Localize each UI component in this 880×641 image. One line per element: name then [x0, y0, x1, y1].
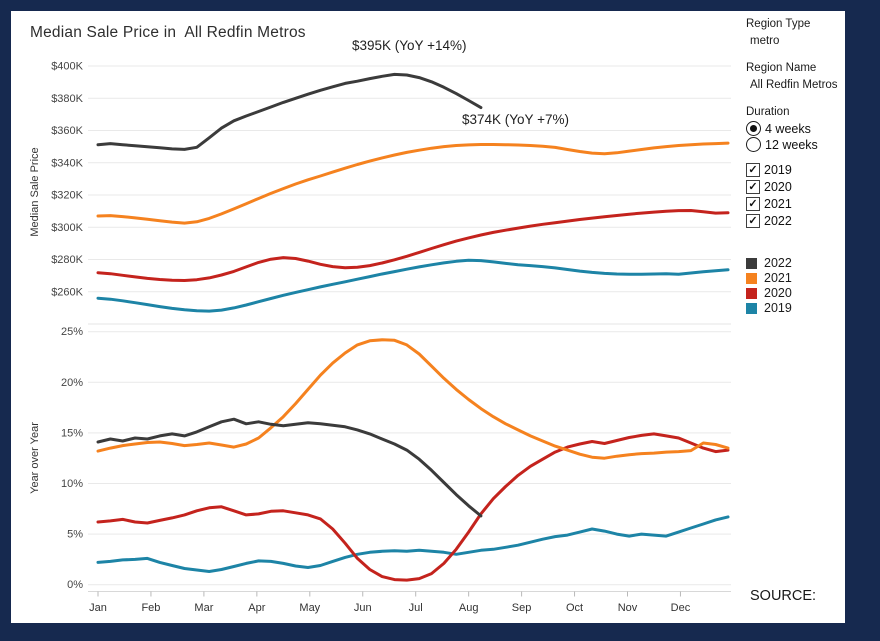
checkbox-2022-icon[interactable]: ✓ — [746, 214, 760, 228]
checkbox-2020-label: 2020 — [764, 180, 792, 194]
median-sale-price-chart[interactable]: $260K $280K $300K $320K $340K $360K $380K $400K… — [29, 52, 745, 325]
y-tick-label: 0% — [67, 579, 83, 591]
series-line-2019[interactable] — [96, 258, 730, 313]
year-filter-2019[interactable]: ✓ 2019 — [746, 163, 792, 177]
year-filter-2022[interactable]: ✓ 2022 — [746, 214, 792, 228]
annotation-peak: $395K (YoY +14%) — [352, 38, 467, 53]
region-name-label: Region Name — [746, 62, 817, 74]
y-axis-title: Year over Year — [29, 422, 41, 494]
radio-4-weeks-label: 4 weeks — [765, 121, 811, 136]
region-type-label: Region Type — [746, 18, 811, 30]
month-label: Aug — [459, 602, 479, 614]
series-line-2022[interactable] — [96, 417, 483, 518]
legend-label-2020: 2020 — [764, 286, 792, 300]
checkbox-2022-label: 2022 — [764, 214, 792, 228]
y-tick-label: $400K — [51, 61, 83, 73]
radio-12-weeks-label: 12 weeks — [765, 137, 818, 152]
year-filter-2020[interactable]: ✓ 2020 — [746, 180, 792, 194]
month-label: Mar — [194, 602, 213, 614]
legend-label-2022: 2022 — [764, 256, 792, 270]
legend-swatch-2021 — [746, 272, 757, 284]
y-tick-label: 10% — [61, 478, 83, 490]
month-label: Feb — [141, 602, 160, 614]
legend-item-2020[interactable]: 2020 — [746, 286, 792, 300]
y-tick-label: $360K — [51, 125, 83, 137]
y-tick-label: $320K — [51, 190, 83, 202]
filter-panel: Region Type metro Region Name All Redfin… — [744, 0, 854, 641]
series-line-2021[interactable] — [96, 338, 730, 460]
y-axis-title: Median Sale Price — [29, 147, 41, 236]
radio-12-weeks-icon[interactable] — [746, 137, 761, 152]
y-tick-label: $280K — [51, 254, 83, 266]
region-name-value: All Redfin Metros — [750, 79, 838, 91]
series-line-2021[interactable] — [96, 141, 730, 225]
y-tick-label: 20% — [61, 377, 83, 389]
month-label: Oct — [566, 602, 583, 614]
series-line-2022[interactable] — [96, 72, 483, 151]
checkbox-2021-label: 2021 — [764, 197, 792, 211]
year-filter-2021[interactable]: ✓ 2021 — [746, 197, 792, 211]
legend-swatch-2020 — [746, 287, 757, 299]
month-label: Sep — [512, 602, 532, 614]
y-tick-label: 15% — [61, 427, 83, 439]
y-tick-label: $380K — [51, 93, 83, 105]
legend-label-2019: 2019 — [764, 301, 792, 315]
annotation-latest: $374K (YoY +7%) — [462, 112, 569, 127]
duration-option-12-weeks[interactable]: 12 weeks — [746, 137, 818, 152]
series-line-2020[interactable] — [96, 209, 730, 282]
legend-item-2021[interactable]: 2021 — [746, 271, 792, 285]
region-type-value: metro — [750, 35, 780, 47]
y-tick-label: 5% — [67, 529, 83, 541]
y-tick-label: 25% — [61, 326, 83, 338]
month-label: Nov — [618, 602, 638, 614]
month-label: Jul — [409, 602, 423, 614]
month-label: Jan — [89, 602, 107, 614]
series-line-2019[interactable] — [96, 515, 730, 573]
duration-option-4-weeks[interactable]: 4 weeks — [746, 121, 811, 136]
month-label: Dec — [671, 602, 691, 614]
y-tick-label: $260K — [51, 286, 83, 298]
source-line-1: SOURCE: — [750, 588, 817, 604]
legend-swatch-2019 — [746, 302, 757, 314]
checkbox-2019-label: 2019 — [764, 163, 792, 177]
checkbox-2021-icon[interactable]: ✓ — [746, 197, 760, 211]
page-title: Median Sale Price in All Redfin Metros — [30, 24, 306, 41]
legend-item-2022[interactable]: 2022 — [746, 256, 792, 270]
y-tick-label: $300K — [51, 222, 83, 234]
source-attribution: SOURCE: redfin.com/news/ data-center/ — [750, 546, 860, 641]
checkbox-2020-icon[interactable]: ✓ — [746, 180, 760, 194]
y-tick-label: $340K — [51, 157, 83, 169]
year-over-year-chart[interactable]: 0% 5% 10% 15% 20% 25% Jan Feb Mar Apr May Jun Jul Aug… — [29, 325, 745, 617]
radio-4-weeks-icon[interactable] — [746, 121, 761, 136]
month-label: Jun — [354, 602, 372, 614]
checkbox-2019-icon[interactable]: ✓ — [746, 163, 760, 177]
month-label: Apr — [248, 602, 265, 614]
duration-label: Duration — [746, 106, 790, 118]
series-line-2020[interactable] — [96, 432, 730, 582]
legend-swatch-2022 — [746, 257, 757, 269]
legend-label-2021: 2021 — [764, 271, 792, 285]
legend-item-2019[interactable]: 2019 — [746, 301, 792, 315]
month-label: May — [299, 602, 320, 614]
